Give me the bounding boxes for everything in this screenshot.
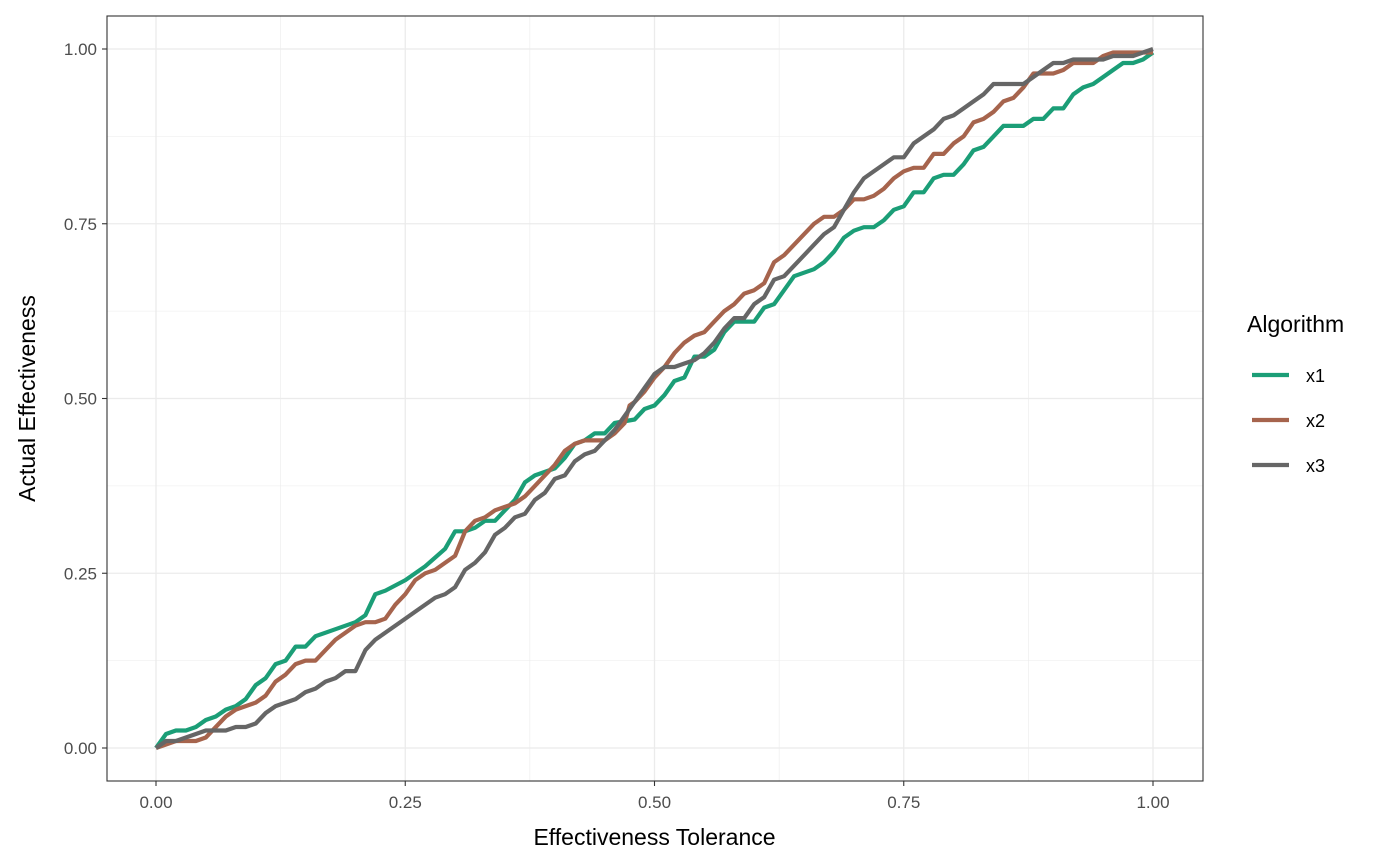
legend-item-x3: x3 bbox=[1252, 456, 1325, 476]
series-line-x3 bbox=[154, 47, 1154, 750]
y-tick-label: 0.50 bbox=[64, 390, 97, 409]
legend-label-x2: x2 bbox=[1306, 411, 1325, 431]
x-tick-label: 0.50 bbox=[638, 793, 671, 812]
legend: Algorithm x1 x2 x3 bbox=[1247, 311, 1344, 476]
x-axis-title: Effectiveness Tolerance bbox=[533, 824, 775, 850]
x-tick-label: 1.00 bbox=[1136, 793, 1169, 812]
series-line-x1 bbox=[154, 50, 1155, 750]
y-tick-label: 0.00 bbox=[64, 739, 97, 758]
x-tick-label: 0.25 bbox=[389, 793, 422, 812]
y-tick-label: 0.25 bbox=[64, 564, 97, 583]
x-tick-label: 0.00 bbox=[139, 793, 172, 812]
plot-panel bbox=[106, 15, 1204, 782]
y-tick-label: 1.00 bbox=[64, 40, 97, 59]
legend-label-x3: x3 bbox=[1306, 456, 1325, 476]
legend-title: Algorithm bbox=[1247, 311, 1344, 337]
major-gridlines bbox=[107, 16, 1203, 781]
y-axis: 0.00 0.25 0.50 0.75 1.00 bbox=[64, 40, 107, 758]
series-lines bbox=[154, 47, 1155, 750]
legend-item-x1: x1 bbox=[1252, 366, 1325, 386]
x-tick-label: 0.75 bbox=[887, 793, 920, 812]
legend-label-x1: x1 bbox=[1306, 366, 1325, 386]
legend-item-x2: x2 bbox=[1252, 411, 1325, 431]
x-axis: 0.00 0.25 0.50 0.75 1.00 bbox=[139, 781, 1170, 812]
y-axis-title: Actual Effectiveness bbox=[14, 295, 40, 502]
y-tick-label: 0.75 bbox=[64, 215, 97, 234]
